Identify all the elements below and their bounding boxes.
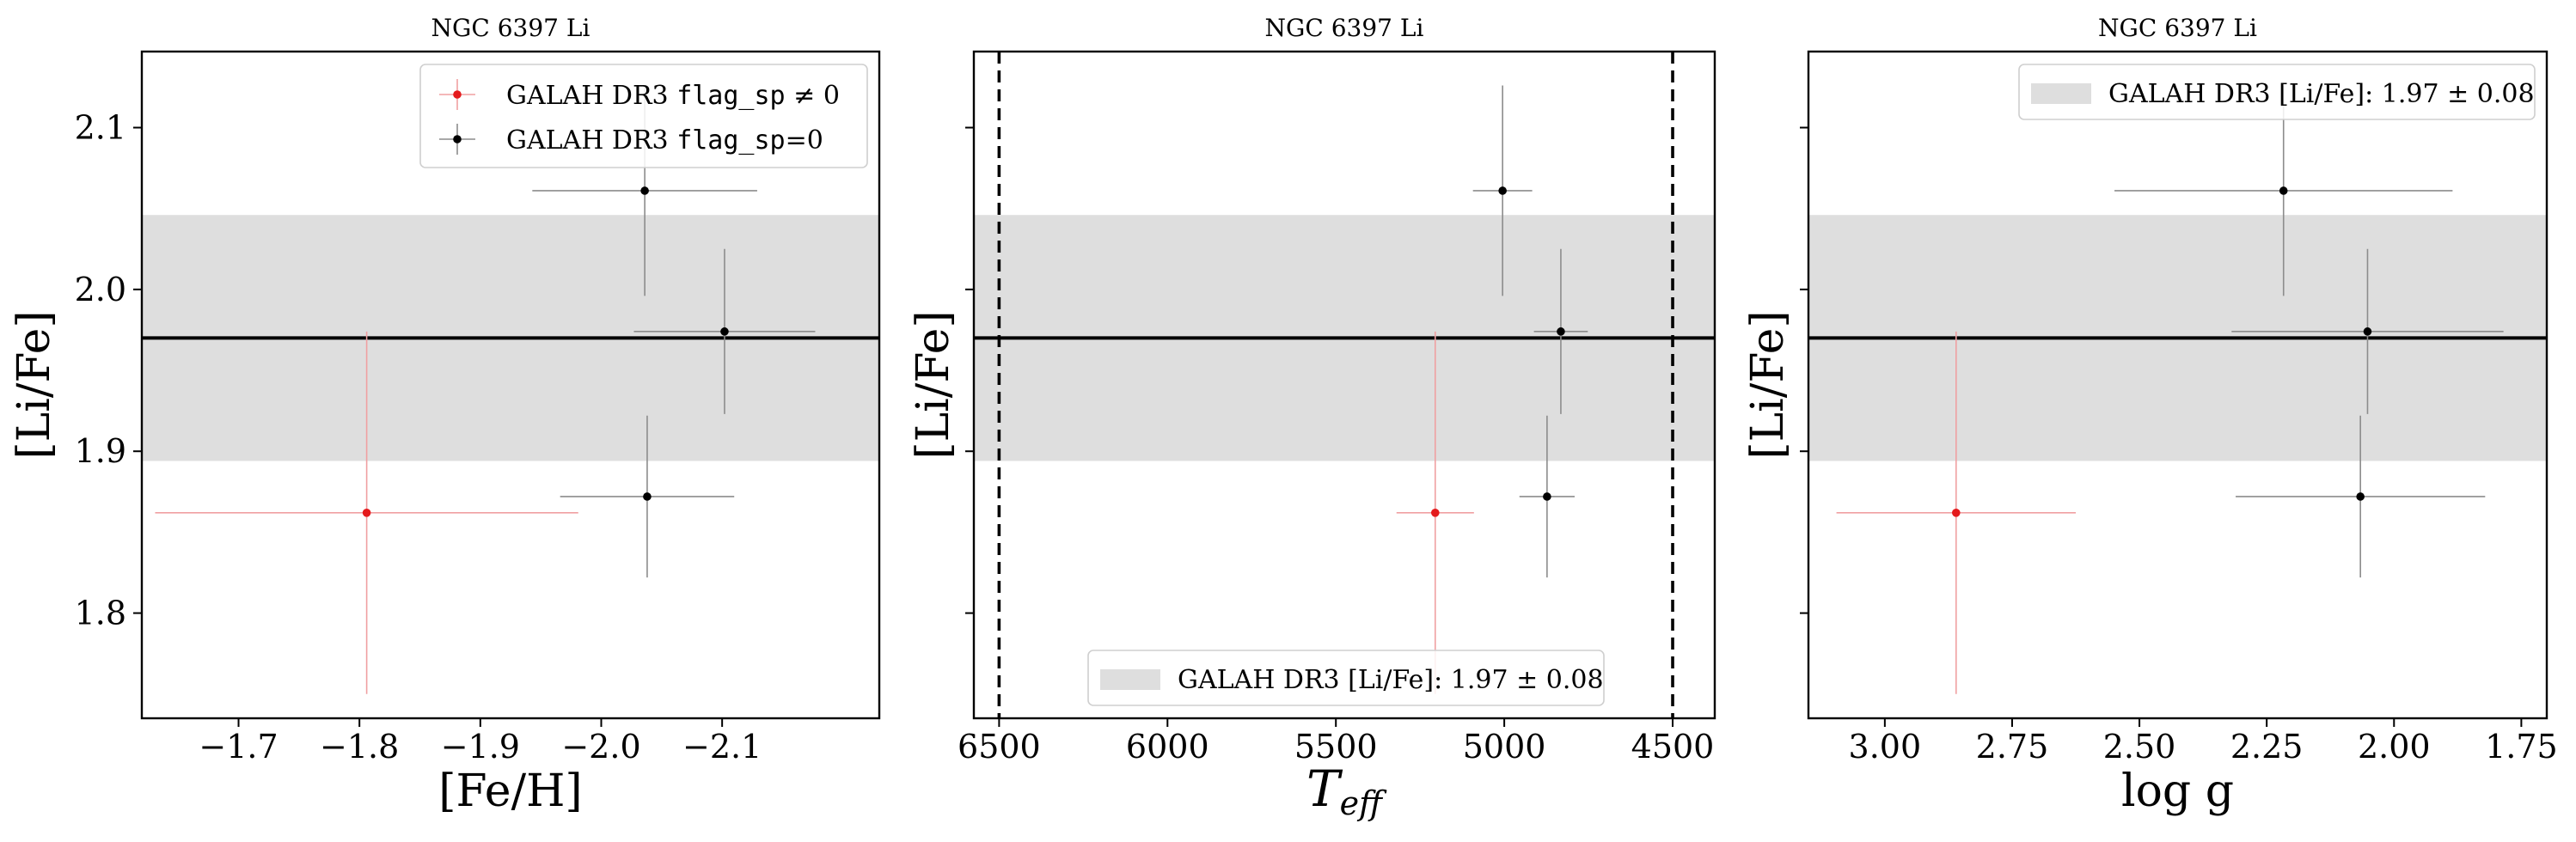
point-marker [640, 186, 649, 195]
chart-panel-2: 6500 6000 5500 5000 4500 NGC 6397 Li Teff [Li/F… [908, 14, 1716, 822]
x-tick-label: 2.25 [2230, 728, 2304, 766]
legend-label: GALAH DR3 flag_sp ≠ 0 [506, 81, 840, 111]
legend-label: GALAH DR3 [Li/Fe]: 1.97 ± 0.08 [2108, 79, 2535, 109]
data-point [1533, 248, 1588, 414]
axes-frame [1807, 50, 2548, 720]
x-tick-label: 2.00 [2358, 728, 2431, 766]
point-marker [2363, 327, 2372, 336]
data-point [1519, 415, 1576, 578]
chart-title: NGC 6397 Li [431, 14, 590, 42]
x-axis-label: Teff [1306, 760, 1387, 822]
legend-label: GALAH DR3 flag_sp=0 [506, 125, 823, 156]
x-tick-label: 2.75 [1976, 728, 2049, 766]
legend-band-swatch [2031, 83, 2091, 104]
y-tick-label: 1.8 [75, 595, 126, 632]
data-point [1396, 331, 1474, 694]
legend-marker [453, 90, 462, 99]
data-point [560, 415, 735, 578]
x-tick-label: −1.8 [320, 728, 399, 766]
point-marker [2279, 186, 2288, 195]
y-tick-label: 2.1 [75, 109, 126, 147]
x-axis-label-sub: eff [1340, 784, 1387, 822]
x-tick-label: −2.0 [561, 728, 640, 766]
legend-label: GALAH DR3 [Li/Fe]: 1.97 ± 0.08 [1178, 665, 1604, 695]
plot-area [142, 85, 879, 694]
legend-box [419, 64, 868, 168]
legend-label-code: flag_sp [676, 81, 785, 111]
data-point [633, 248, 816, 414]
x-tick-label: 6000 [1126, 728, 1209, 766]
point-marker [362, 508, 371, 517]
x-axis-label: [Fe/H] [438, 766, 582, 817]
legend-box [1087, 650, 1605, 706]
x-tick-label: −2.1 [682, 728, 762, 766]
point-marker [1498, 186, 1507, 195]
y-axis-label: [Li/Fe] [1742, 310, 1794, 459]
x-tick-label: 5000 [1463, 728, 1546, 766]
axes-frame [140, 50, 881, 720]
y-tick-label: 1.9 [75, 432, 126, 470]
chart-title: NGC 6397 Li [2098, 14, 2257, 42]
x-tick-label: 4500 [1631, 728, 1715, 766]
x-tick-label: −1.9 [441, 728, 520, 766]
y-axis-label: [Li/Fe] [9, 310, 60, 459]
point-marker [1430, 508, 1440, 517]
legend-label-text: GALAH DR3 [506, 81, 676, 111]
legend: GALAH DR3 [Li/Fe]: 1.97 ± 0.08 [1087, 650, 1605, 706]
x-tick-label: 6500 [958, 728, 1041, 766]
plot-area [1808, 85, 2547, 694]
x-tick-label: 2.50 [2103, 728, 2176, 766]
point-marker [2356, 492, 2365, 501]
legend-box [2018, 64, 2536, 120]
axes-frame [972, 50, 1716, 720]
x-axis-label: log g [2121, 766, 2234, 817]
point-marker [1543, 492, 1551, 501]
legend-label-tail: ≠ 0 [786, 81, 840, 111]
data-point [155, 331, 578, 694]
x-axis-label-main: T [1306, 760, 1343, 818]
data-point [2231, 248, 2504, 414]
y-tick-label: 2.0 [75, 271, 126, 308]
data-point [2114, 85, 2453, 296]
legend-label-text: GALAH DR3 [506, 125, 676, 156]
chart-panel-1: −1.7 −1.8 −1.9 −2.0 −2.1 1.8 1.9 2.0 2.1 NGC 6397… [9, 14, 881, 817]
x-tick-label: 3.00 [1849, 728, 1922, 766]
plot-area [974, 52, 1715, 718]
point-marker [643, 492, 652, 501]
legend-label-tail: =0 [786, 125, 823, 156]
x-tick-label: 5500 [1294, 728, 1378, 766]
chart-panel-3: 3.00 2.75 2.50 2.25 2.00 1.75 NGC 6397 Li log g… [1742, 14, 2558, 817]
legend: GALAH DR3 [Li/Fe]: 1.97 ± 0.08 [2018, 64, 2536, 120]
x-tick-label: −1.7 [199, 728, 278, 766]
y-axis-label: [Li/Fe] [908, 310, 959, 459]
data-point [1472, 85, 1533, 296]
point-marker [720, 327, 729, 336]
point-marker [1952, 508, 1961, 517]
chart-title: NGC 6397 Li [1265, 14, 1424, 42]
point-marker [1557, 327, 1565, 336]
legend-label-code: flag_sp [676, 125, 785, 156]
legend-band-swatch [1100, 669, 1160, 690]
data-point [1836, 331, 2077, 694]
legend-marker [453, 135, 462, 143]
data-point [2236, 415, 2486, 578]
x-tick-label: 1.75 [2485, 728, 2558, 766]
